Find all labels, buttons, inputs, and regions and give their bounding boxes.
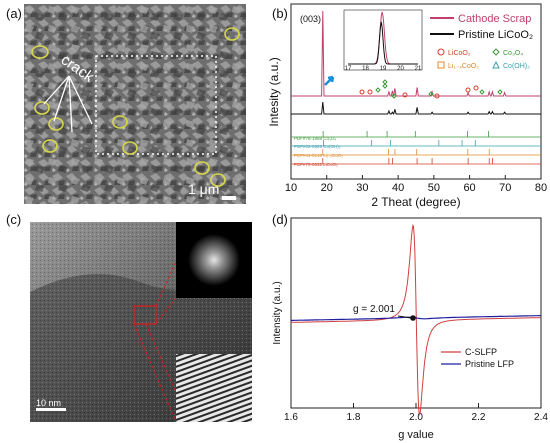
epr-annotation: g = 2.001 — [353, 304, 395, 315]
panel-b-label: (b) — [272, 6, 288, 21]
xrd-x-tick-label: 70 — [499, 182, 511, 194]
epr-annotation-arrow — [397, 315, 412, 319]
phase-licoo2: LiCoO₂ — [448, 50, 471, 57]
epr-legend-pristine: Pristine LFP — [465, 359, 514, 369]
tem-image: 10 nm — [30, 222, 252, 422]
xrd-inset-pristine — [348, 21, 418, 65]
xrd-y-label: Intesity (a.u.) — [267, 57, 281, 126]
sem-image-drawing: crack 1 μm — [24, 4, 246, 204]
epr-x-tick-label: 1.6 — [284, 412, 298, 423]
pdf-ref-co3o4: PDF#78-1969 Co₃O₄ — [294, 136, 336, 141]
xrd-legend-pristine: Pristine LiCoO₂ — [458, 29, 533, 41]
pdf-ref-cooh2: PDF#02-0925 Co(OH)₂ — [294, 144, 341, 149]
xrd-inset-arrow — [324, 75, 335, 86]
panel-c-label: (c) — [6, 212, 22, 227]
epr-x-tick-label: 2.4 — [534, 412, 548, 423]
xrd-inset-tick-label: 20 — [397, 66, 404, 72]
xrd-inset-tick-label: 21 — [415, 66, 422, 72]
xrd-pdf-labels: PDF#78-1969 Co₃O₄ PDF#02-0925 Co(OH)₂ PD… — [294, 136, 343, 167]
pdf-ref-li1-xcoo2: PDF#44-0146 Li₁₋ₓCoO₂ — [294, 153, 343, 158]
xrd-chart: 10 20 30 40 50 60 70 80 17 18 19 20 21 (003) Cathod… — [267, 3, 547, 209]
xrd-x-tick-label: 20 — [321, 182, 333, 194]
xrd-x-tick-label: 50 — [428, 182, 440, 194]
epr-x-tick-label: 2.0 — [409, 412, 423, 423]
epr-x-label: g value — [398, 429, 433, 441]
xrd-inset-ticks: 17 18 19 20 21 — [345, 66, 422, 72]
xrd-x-tick-label: 60 — [463, 182, 475, 194]
phase-cooh2: Co(OH)₂ — [503, 63, 530, 70]
epr-g-marker — [410, 315, 416, 321]
xrd-legend: Cathode Scrap Pristine LiCoO₂ — [430, 13, 533, 41]
epr-series-pristine — [291, 315, 541, 321]
tem-scale-bar-text: 10 nm — [36, 398, 61, 408]
xrd-series-0 — [291, 10, 541, 97]
epr-x-tick-label: 1.8 — [347, 412, 361, 423]
xrd-peak-markers — [359, 79, 503, 99]
xrd-x-tick-label: 10 — [285, 182, 297, 194]
panel-d-label: (d) — [272, 212, 288, 227]
xrd-inset-tick-label: 17 — [345, 66, 352, 72]
xrd-x-tick-label: 30 — [356, 182, 368, 194]
xrd-legend-scrap: Cathode Scrap — [458, 13, 531, 25]
phase-li1-xcoo2: Li₁₋ₓCoO₂ — [448, 63, 479, 70]
xrd-inset-tick-label: 19 — [380, 66, 387, 72]
epr-y-label: Intensity (a.u.) — [272, 281, 283, 344]
epr-traces — [291, 223, 541, 417]
epr-x-ticks: 1.6 1.8 2.0 2.2 2.4 — [284, 403, 548, 423]
xrd-x-ticks: 10 20 30 40 50 60 70 80 — [285, 175, 547, 194]
xrd-inset-tick-label: 18 — [362, 66, 369, 72]
phase-co3o4: Co₃O₄ — [503, 50, 523, 57]
xrd-x-tick-label: 40 — [392, 182, 404, 194]
epr-legend-cslfp: C-SLFP — [465, 347, 497, 357]
xrd-series-1 — [291, 101, 541, 115]
epr-chart: 1.6 1.8 2.0 2.2 2.4 g = 2.001 C-SLFP Pristin… — [272, 217, 548, 441]
xrd-x-label: 2 Theat (degree) — [371, 195, 460, 209]
tem-scale-bar — [36, 408, 66, 411]
tem-zoom-box — [133, 305, 157, 325]
panel-a-label: (a) — [6, 6, 22, 21]
crack-markers — [31, 27, 240, 187]
sem-image: crack 1 μm — [24, 4, 246, 204]
sem-scale-bar — [222, 196, 236, 200]
epr-x-tick-label: 2.2 — [472, 412, 486, 423]
sem-scale-bar-text: 1 μm — [188, 181, 219, 197]
xrd-traces — [291, 10, 541, 115]
tem-image-drawing: 10 nm — [30, 222, 252, 422]
xrd-inset-traces — [348, 11, 418, 65]
xrd-reference-lines — [291, 131, 541, 165]
xrd-x-tick-label: 80 — [535, 182, 547, 194]
xrd-phase-legend: LiCoO₂ Co₃O₄ Li₁₋ₓCoO₂ Co(OH)₂ — [437, 48, 530, 70]
xrd-peak-label: (003) — [300, 14, 321, 24]
epr-series-cslfp — [291, 223, 541, 417]
tem-fringe-inset — [176, 354, 252, 422]
epr-legend: C-SLFP Pristine LFP — [441, 347, 514, 369]
pdf-ref-licoo2: PDF#75-0532 LiCoO₂ — [294, 162, 338, 167]
